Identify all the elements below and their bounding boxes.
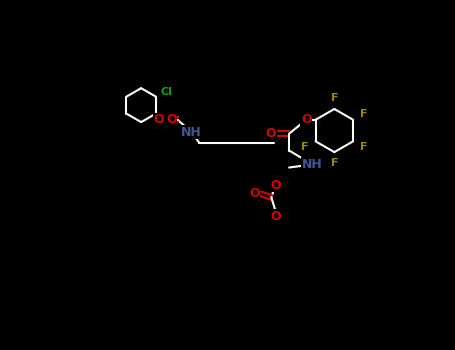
Text: F: F bbox=[331, 158, 338, 168]
Text: O: O bbox=[249, 187, 260, 200]
Text: F: F bbox=[331, 93, 338, 103]
Text: O: O bbox=[270, 179, 281, 192]
Text: Cl: Cl bbox=[161, 87, 173, 97]
Text: O: O bbox=[301, 113, 312, 126]
Text: F: F bbox=[301, 142, 308, 153]
Text: O: O bbox=[154, 113, 164, 126]
Text: O: O bbox=[166, 113, 177, 126]
Text: O: O bbox=[270, 210, 281, 223]
Text: NH: NH bbox=[181, 126, 202, 139]
Text: F: F bbox=[360, 108, 368, 119]
Text: F: F bbox=[360, 142, 368, 153]
Text: O: O bbox=[265, 127, 276, 140]
Text: NH: NH bbox=[302, 158, 323, 171]
